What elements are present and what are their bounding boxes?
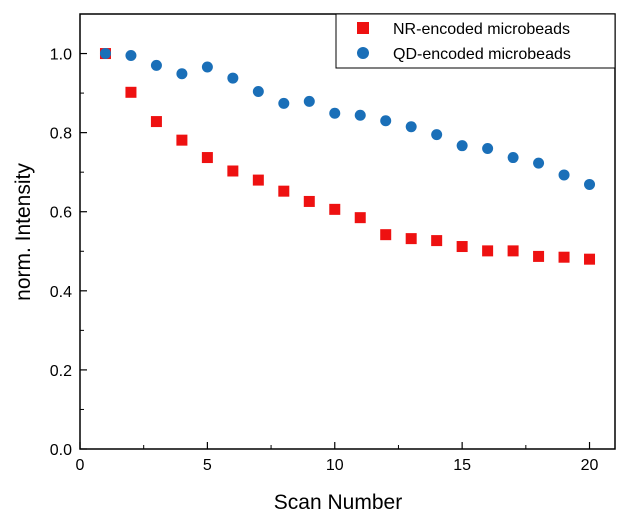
data-point-qd: [584, 178, 596, 190]
y-axis-title: norm. Intensity: [12, 163, 35, 301]
y-tick-label: 0.0: [50, 442, 72, 459]
data-point-nr: [201, 152, 213, 164]
x-tick-label: 20: [581, 457, 599, 474]
data-point-qd: [354, 109, 366, 121]
x-tick-label: 0: [76, 457, 85, 474]
x-axis-title: Scan Number: [274, 491, 402, 514]
y-axis-ticks: 0.0 0.2 0.4 0.6 0.8 1.0: [50, 13, 87, 459]
y-tick-label: 0.8: [50, 126, 72, 143]
data-point-qd: [507, 152, 519, 164]
data-point-nr: [125, 86, 137, 98]
data-point-nr: [150, 116, 162, 128]
data-point-qd: [558, 169, 570, 181]
y-tick-label: 1.0: [50, 47, 72, 64]
x-tick-label: 15: [453, 457, 471, 474]
data-point-nr: [558, 251, 570, 263]
data-point-nr: [533, 250, 545, 262]
data-point-qd: [99, 48, 111, 60]
data-point-nr: [176, 134, 188, 146]
data-point-qd: [125, 50, 137, 62]
x-axis-ticks: 0 5 10 15 20: [76, 442, 599, 474]
data-point-qd: [303, 95, 315, 107]
legend-marker-qd: [357, 47, 369, 59]
data-point-qd: [482, 142, 494, 154]
data-point-nr: [278, 185, 290, 197]
data-point-qd: [150, 59, 162, 71]
legend-label-nr: NR-encoded microbeads: [393, 21, 570, 38]
data-point-nr: [303, 195, 315, 207]
data-point-qd: [431, 129, 443, 141]
data-point-nr: [227, 165, 239, 177]
legend-box: [335, 13, 616, 69]
data-point-qd: [252, 86, 264, 98]
data-point-qd: [278, 97, 290, 109]
data-point-nr: [405, 233, 417, 245]
data-point-qd: [456, 140, 468, 152]
data-point-nr: [252, 174, 264, 186]
x-tick-label: 10: [326, 457, 344, 474]
data-point-qd: [176, 68, 188, 80]
y-tick-label: 0.2: [50, 363, 72, 380]
data-point-nr: [456, 241, 468, 253]
legend: NR-encoded microbeads QD-encoded microbe…: [335, 13, 616, 69]
data-points: [99, 48, 596, 265]
data-point-nr: [584, 253, 596, 265]
data-point-qd: [227, 72, 239, 84]
plot-frame: [79, 13, 616, 450]
data-point-qd: [329, 107, 341, 119]
data-point-nr: [431, 235, 443, 247]
data-point-nr: [482, 245, 494, 257]
data-point-qd: [533, 157, 545, 169]
data-point-nr: [354, 212, 366, 224]
legend-marker-nr: [357, 22, 369, 34]
data-point-nr: [380, 229, 392, 241]
data-point-nr: [507, 245, 519, 257]
series-qd: [99, 48, 596, 190]
x-tick-label: 5: [203, 457, 212, 474]
data-point-qd: [405, 121, 417, 133]
data-point-nr: [329, 203, 341, 215]
data-point-qd: [380, 115, 392, 127]
y-tick-label: 0.6: [50, 205, 72, 222]
series-nr: [99, 48, 596, 265]
legend-label-qd: QD-encoded microbeads: [393, 46, 571, 63]
y-tick-label: 0.4: [50, 284, 72, 301]
data-point-qd: [201, 61, 213, 73]
